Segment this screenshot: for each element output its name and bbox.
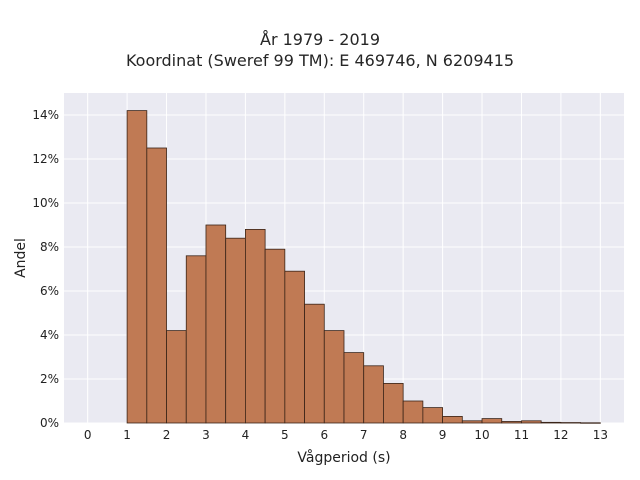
histogram-bar <box>323 330 345 424</box>
chart-title-line1: År 1979 - 2019 <box>260 30 380 49</box>
histogram-bar <box>185 255 207 424</box>
histogram-bar <box>501 421 522 424</box>
histogram-bar <box>383 382 404 424</box>
y-tick-label: 6% <box>40 284 59 298</box>
histogram-bar <box>363 365 384 424</box>
histogram-bar <box>245 228 266 424</box>
y-tick-label: 12% <box>32 152 59 166</box>
histogram-bar <box>540 421 562 424</box>
x-tick-label: 12 <box>553 428 568 442</box>
x-tick-label: 3 <box>202 428 210 442</box>
chart-title-line2: Koordinat (Sweref 99 TM): E 469746, N 62… <box>125 51 515 70</box>
y-tick-label: 0% <box>40 416 59 430</box>
x-tick-label: 10 <box>474 428 489 442</box>
histogram-bar <box>225 237 246 424</box>
y-tick-label: 4% <box>40 328 59 342</box>
x-tick-label: 9 <box>439 428 447 442</box>
x-tick-label: 13 <box>593 428 608 442</box>
x-tick-label: 7 <box>360 428 368 442</box>
x-tick-label: 6 <box>320 428 328 442</box>
x-tick-label: 1 <box>123 428 131 442</box>
histogram-bar <box>481 418 503 424</box>
y-tick-label: 10% <box>32 196 59 210</box>
histogram-bar <box>126 110 148 424</box>
y-axis-label: Andel <box>13 238 29 278</box>
histogram-bar <box>146 147 167 424</box>
y-tick-label: 14% <box>32 108 59 122</box>
histogram-bar <box>284 270 305 424</box>
histogram-bar <box>442 415 463 424</box>
histogram-bar <box>264 248 286 424</box>
histogram-bar <box>402 400 424 424</box>
y-tick-label: 2% <box>40 372 59 386</box>
y-tick-label: 8% <box>40 240 59 254</box>
x-tick-label: 0 <box>84 428 92 442</box>
histogram-bar <box>521 420 542 424</box>
x-tick-label: 5 <box>281 428 289 442</box>
histogram-bar <box>580 422 601 424</box>
histogram-bar <box>560 422 582 424</box>
x-tick-label: 2 <box>163 428 171 442</box>
histogram-bar <box>304 303 325 424</box>
x-axis-label: Vågperiod (s) <box>297 449 390 466</box>
x-tick-label: 4 <box>242 428 250 442</box>
histogram-bar <box>461 420 483 424</box>
x-tick-label: 8 <box>399 428 407 442</box>
histogram-bar <box>205 224 227 424</box>
histogram-bar <box>422 407 443 424</box>
histogram-bar <box>166 330 187 424</box>
x-tick-label: 11 <box>514 428 529 442</box>
histogram-bar <box>343 352 365 424</box>
